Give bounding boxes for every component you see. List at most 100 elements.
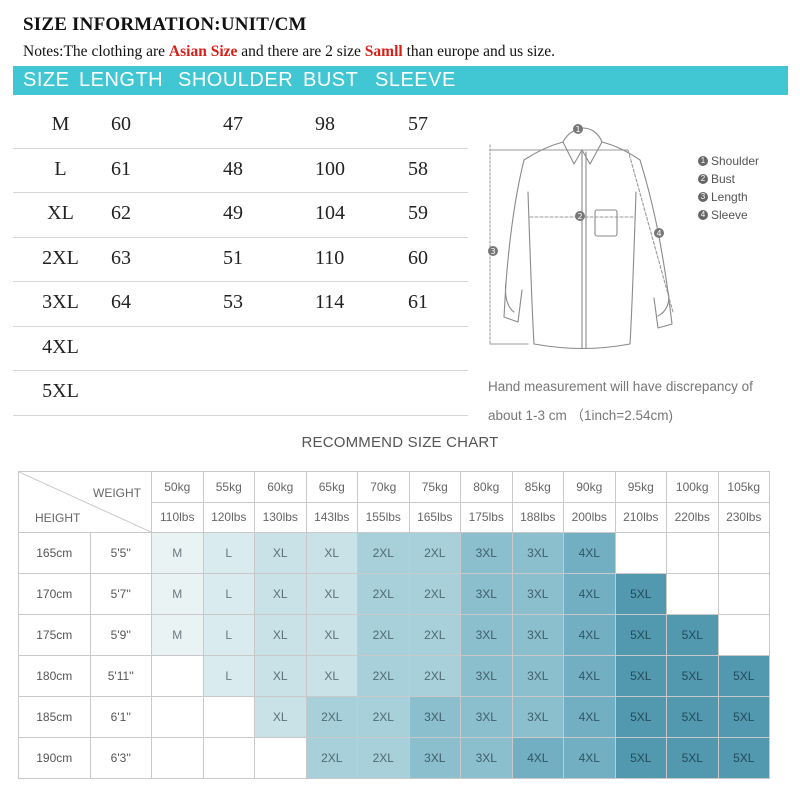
size-row: L 61 48 100 58 [13, 149, 468, 193]
legend-label: Shoulder [711, 154, 760, 168]
recommend-size-cell: 4XL [563, 737, 616, 779]
size-cell-sleeve: 59 [408, 202, 428, 224]
weight-lbs-header: 188lbs [511, 501, 564, 533]
mark-4-circle [654, 228, 664, 238]
recommend-size-cell: 5XL [666, 614, 719, 656]
size-cell-sleeve: 58 [408, 157, 428, 180]
recommend-size-cell: XL [254, 532, 307, 574]
recommend-size-cell: M [151, 614, 204, 656]
header-size: SIZE [23, 69, 70, 91]
size-cell-size: XL [47, 202, 74, 224]
recommend-size-cell: 2XL [357, 737, 410, 779]
recommend-size-cell: 5XL [666, 655, 719, 697]
size-cell-bust: 114 [315, 291, 345, 313]
height-row: 190cm 6'3'' 2XL 2XL 3XL 3XL 4XL 4XL 5XL 5XL 5XL [18, 737, 770, 779]
height-ft: 5'7'' [89, 573, 153, 615]
header-length: LENGTH [79, 69, 164, 91]
weight-kg-header: 105kg [717, 471, 770, 503]
recommend-size-cell: L [202, 614, 255, 656]
size-cell-size: 3XL [42, 291, 79, 313]
recommend-size-cell: XL [305, 655, 358, 697]
size-cell-bust: 110 [315, 246, 345, 269]
recommend-size-cell: M [151, 532, 204, 574]
height-row: 180cm 5'11'' L XL XL 2XL 2XL 3XL 3XL 4XL 5XL 5XL 5XL [18, 655, 770, 697]
recommend-size-cell: 3XL [460, 655, 513, 697]
recommend-size-cell: 5XL [614, 737, 667, 779]
notes-asian-size: Asian Size [168, 43, 238, 60]
weight-label: WEIGHT [93, 486, 141, 500]
height-ft: 6'3'' [89, 737, 153, 779]
height-label: HEIGHT [35, 511, 81, 525]
recommend-size-cell: 5XL [717, 737, 770, 779]
weight-height-corner: WEIGHT HEIGHT [18, 471, 152, 533]
recommend-size-cell [666, 532, 719, 574]
weight-lbs-header: 230lbs [717, 501, 770, 533]
size-cell-size: L [54, 157, 67, 180]
hand-measurement-note: Hand measurement will have discrepancy o… [488, 372, 753, 430]
size-cell-shoulder: 53 [223, 291, 243, 313]
weight-lbs-header: 155lbs [357, 501, 410, 533]
recommend-size-cell: L [202, 573, 255, 615]
page-title: SIZE INFORMATION:UNIT/CM [23, 14, 307, 35]
height-cm: 175cm [18, 614, 91, 656]
size-cell-shoulder: 51 [223, 246, 243, 269]
size-cell-length: 61 [111, 157, 131, 180]
recommend-size-cell: 5XL [666, 737, 719, 779]
header-shoulder: SHOULDER [178, 69, 294, 91]
weight-kg-header: 90kg [563, 471, 616, 503]
notes-middle: and there are 2 size [237, 43, 365, 60]
recommend-size-cell: XL [254, 614, 307, 656]
height-cm: 165cm [18, 532, 91, 574]
recommend-size-cell [254, 737, 307, 779]
weight-lbs-header: 210lbs [614, 501, 667, 533]
size-cell-length: 63 [111, 246, 131, 269]
legend-label: Sleeve [711, 208, 748, 222]
weight-kg-header: 60kg [254, 471, 307, 503]
recommend-size-chart: WEIGHT HEIGHT 50kg 55kg 60kg 65kg 70kg 75kg 80kg… [18, 471, 770, 779]
recommend-size-cell [717, 573, 770, 615]
recommend-size-cell: 2XL [357, 573, 410, 615]
weight-lbs-header: 175lbs [460, 501, 513, 533]
size-cell-shoulder: 48 [223, 157, 243, 180]
recommend-size-cell: 2XL [357, 655, 410, 697]
recommend-size-cell: XL [305, 614, 358, 656]
recommend-size-cell: 3XL [460, 696, 513, 738]
weight-lbs-header: 130lbs [254, 501, 307, 533]
recommend-size-cell: XL [305, 532, 358, 574]
recommend-size-cell: M [151, 573, 204, 615]
legend-item: 4 Sleeve [698, 206, 759, 224]
size-table-header: SIZE LENGTH SHOULDER BUST SLEEVE [13, 66, 788, 95]
recommend-size-cell: 5XL [614, 573, 667, 615]
recommend-size-cell: 5XL [666, 696, 719, 738]
size-table: M 60 47 98 57 L 61 48 100 58 XL 62 49 104 59 2XL 63 51 110… [13, 104, 468, 416]
diagram-legend: 1 Shoulder 2 Bust 3 Length 4 Sleeve [698, 152, 759, 224]
size-cell-bust: 104 [315, 202, 345, 224]
mark-1-circle [573, 124, 583, 134]
recommend-title: RECOMMEND SIZE CHART [301, 434, 499, 451]
size-cell-sleeve: 57 [408, 113, 428, 135]
mark-3-label: 3 [490, 247, 495, 256]
size-cell-length: 62 [111, 202, 131, 224]
recommend-size-cell: 2XL [305, 696, 358, 738]
legend-item: 3 Length [698, 188, 759, 206]
recommend-size-cell [717, 614, 770, 656]
size-row: 5XL [13, 371, 468, 416]
legend-label: Bust [711, 172, 736, 186]
weight-kg-header: 100kg [666, 471, 719, 503]
height-ft: 5'9'' [89, 614, 153, 656]
corner-diagonal [19, 472, 151, 532]
notes-small: Samll [364, 43, 403, 60]
recommend-size-cell: 5XL [717, 696, 770, 738]
legend-number-icon: 3 [698, 192, 708, 202]
size-cell-length: 64 [111, 291, 131, 313]
recommend-size-cell: 3XL [511, 614, 564, 656]
size-row: 2XL 63 51 110 60 [13, 238, 468, 282]
mark-2-circle [575, 211, 585, 221]
recommend-size-cell: 4XL [563, 696, 616, 738]
size-row: 3XL 64 53 114 61 [13, 282, 468, 327]
hand-note-line2: about 1-3 cm （1inch=2.54cm) [488, 408, 673, 423]
legend-number-icon: 1 [698, 156, 708, 166]
height-cm: 170cm [18, 573, 91, 615]
recommend-size-cell: 3XL [408, 696, 461, 738]
recommend-size-cell [717, 532, 770, 574]
